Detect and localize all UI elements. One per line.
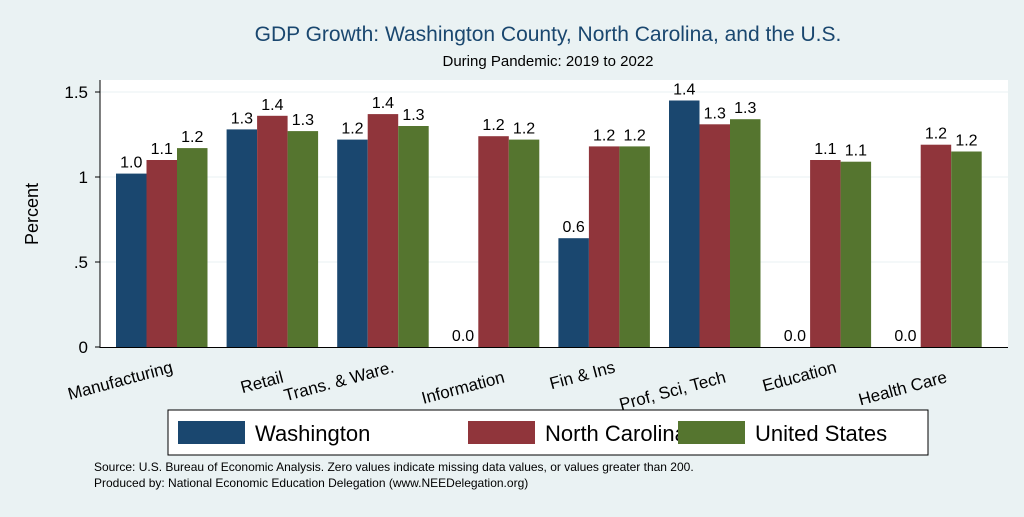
- data-label: 1.3: [402, 107, 424, 124]
- bar-washington: [558, 238, 589, 347]
- bar-north-carolina: [146, 160, 177, 347]
- data-label: 1.4: [372, 95, 394, 112]
- bar-washington: [226, 129, 258, 347]
- data-label: 1.3: [734, 100, 756, 117]
- bar-washington: [337, 139, 368, 347]
- chart-title: GDP Growth: Washington County, North Car…: [255, 23, 842, 46]
- data-label: 1.1: [845, 143, 867, 160]
- y-axis-label: Percent: [22, 183, 42, 245]
- bar-united-states: [398, 126, 429, 347]
- x-tick-label: Information: [420, 368, 507, 408]
- data-label: 1.1: [151, 141, 173, 158]
- data-label: 1.4: [673, 82, 695, 99]
- data-label: 1.2: [955, 133, 977, 150]
- legend-label: North Carolina: [545, 421, 688, 446]
- data-label: 0.0: [894, 328, 916, 345]
- data-label: 1.1: [814, 141, 836, 158]
- x-tick-label: Trans. & Ware.: [282, 358, 396, 406]
- produced-by-note: Produced by: National Economic Education…: [94, 476, 528, 490]
- legend-label: Washington: [255, 421, 370, 446]
- data-label: 0.0: [452, 328, 474, 345]
- data-label: 0.0: [784, 328, 806, 345]
- legend-box: [167, 409, 929, 456]
- bar-north-carolina: [367, 114, 399, 347]
- x-tick-label: Health Care: [856, 368, 949, 410]
- x-tick-label: Retail: [238, 368, 285, 398]
- y-tick-label: 1: [79, 168, 88, 187]
- data-label: 1.2: [341, 121, 363, 138]
- x-tick-label: Fin & Ins: [547, 358, 617, 394]
- data-label: 1.4: [261, 97, 283, 114]
- x-tick-label: Prof, Sci, Tech: [617, 368, 727, 415]
- bar-north-carolina: [257, 115, 288, 347]
- bar-united-states: [951, 151, 982, 347]
- data-label: 1.2: [181, 129, 203, 146]
- source-note: Source: U.S. Bureau of Economic Analysis…: [94, 460, 694, 474]
- bar-washington: [116, 173, 147, 347]
- bar-united-states: [840, 161, 872, 347]
- y-tick-label: .5: [74, 253, 88, 272]
- chart-subtitle: During Pandemic: 2019 to 2022: [443, 53, 654, 70]
- data-label: 1.2: [925, 126, 947, 143]
- bar-north-carolina: [810, 160, 841, 347]
- bar-united-states: [287, 131, 319, 347]
- y-tick-label: 0: [79, 338, 88, 357]
- bar-united-states: [508, 139, 540, 347]
- bar-north-carolina: [588, 146, 620, 347]
- bar-washington: [669, 100, 700, 347]
- data-label: 1.2: [624, 127, 646, 144]
- data-label: 1.2: [593, 127, 615, 144]
- bar-north-carolina: [699, 124, 730, 347]
- data-label: 1.2: [482, 117, 504, 134]
- x-tick-label: Manufacturing: [66, 358, 175, 404]
- data-label: 1.3: [292, 112, 314, 129]
- y-tick-label: 1.5: [64, 83, 88, 102]
- data-label: 0.6: [563, 219, 585, 236]
- legend-swatch: [468, 421, 535, 444]
- data-label: 1.0: [120, 155, 142, 172]
- bar-north-carolina: [920, 144, 952, 347]
- legend-label: United States: [755, 421, 887, 446]
- bar-united-states: [619, 146, 650, 347]
- data-label: 1.2: [513, 121, 535, 138]
- bar-north-carolina: [478, 136, 509, 347]
- legend-swatch: [678, 421, 745, 444]
- bar-united-states: [177, 148, 208, 347]
- bar-united-states: [730, 119, 761, 347]
- legend-swatch: [178, 421, 245, 444]
- data-label: 1.3: [704, 105, 726, 122]
- x-tick-label: Education: [760, 358, 838, 396]
- data-label: 1.3: [231, 110, 253, 127]
